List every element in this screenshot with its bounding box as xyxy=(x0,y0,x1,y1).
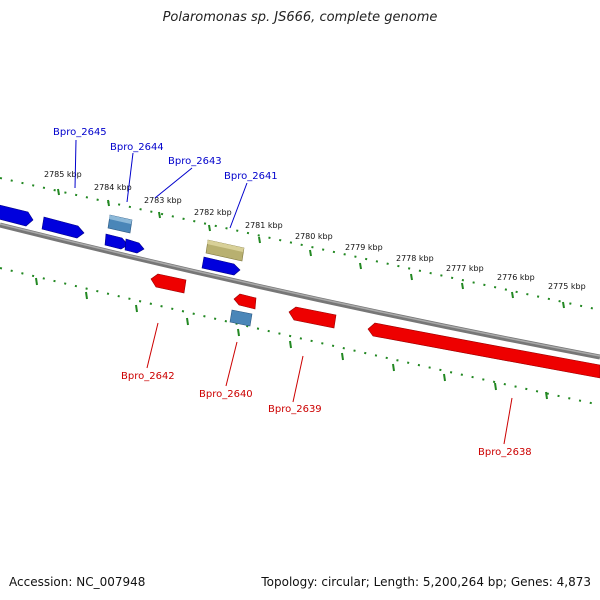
gene-arrow-bpro-2639[interactable] xyxy=(288,306,337,329)
tick-label: 2784 kbp xyxy=(94,183,132,192)
leader-bpro-2642 xyxy=(146,322,159,369)
label-leaders xyxy=(74,139,513,445)
tick-2781 xyxy=(258,236,261,244)
map-title: Polaromonas sp. JS666, complete genome xyxy=(162,10,438,25)
leader-bpro-2638 xyxy=(503,397,513,445)
tick-2780 xyxy=(309,249,312,257)
gene-label-bpro-2638[interactable]: Bpro_2638 xyxy=(478,447,532,458)
gene-arrow-bpro-2643[interactable] xyxy=(124,238,145,254)
lower-tick-track xyxy=(0,267,600,406)
lower-major-ticks xyxy=(35,277,548,400)
tick-label: 2785 kbp xyxy=(44,170,82,179)
tick-mark xyxy=(494,382,497,391)
tick-2777 xyxy=(461,282,464,290)
gene-box-highlight xyxy=(109,215,132,224)
tick-mark xyxy=(186,317,189,326)
tick-label: 2782 kbp xyxy=(194,208,232,217)
gene-arrow-bpro-2640[interactable] xyxy=(233,293,257,310)
tick-2778 xyxy=(410,273,413,281)
tick-label: 2776 kbp xyxy=(497,273,535,282)
tick-mark xyxy=(443,373,446,382)
tick-labels: 2785 kbp 2784 kbp 2783 kbp 2782 kbp 2781… xyxy=(44,170,586,291)
tick-mark xyxy=(289,340,292,349)
leader-bpro-2645 xyxy=(74,139,77,189)
forward-genes xyxy=(0,204,245,276)
tick-mark xyxy=(85,291,88,300)
tick-label: 2780 kbp xyxy=(295,232,333,241)
tick-mark xyxy=(341,352,344,361)
tick-2776 xyxy=(511,291,514,299)
tick-2785 xyxy=(57,188,60,196)
gene-label-bpro-2639[interactable]: Bpro_2639 xyxy=(268,404,322,415)
tick-2775 xyxy=(562,301,565,309)
tick-label: 2783 kbp xyxy=(144,196,182,205)
tick-label: 2781 kbp xyxy=(245,221,283,230)
gene-box-highlight xyxy=(207,240,244,252)
tick-2783 xyxy=(158,211,161,219)
gene-label-bpro-2643[interactable]: Bpro_2643 xyxy=(168,156,222,167)
gene-arrow-bpro-2645[interactable] xyxy=(41,216,85,239)
tick-mark xyxy=(237,328,240,337)
genome-backbone-highlight xyxy=(0,223,600,357)
leader-bpro-2643 xyxy=(154,167,193,199)
leader-bpro-2639 xyxy=(292,355,304,403)
leader-bpro-2641 xyxy=(229,182,248,229)
gene-label-bpro-2641[interactable]: Bpro_2641 xyxy=(224,171,278,182)
tick-2782 xyxy=(208,224,211,232)
tick-label: 2777 kbp xyxy=(446,264,484,273)
gene-label-bpro-2640[interactable]: Bpro_2640 xyxy=(199,389,253,400)
tick-mark xyxy=(545,391,548,400)
gene-box-bpro-2640-other[interactable] xyxy=(229,309,253,327)
reverse-genes xyxy=(150,273,600,379)
genome-backbone xyxy=(0,222,600,360)
leader-bpro-2644 xyxy=(126,152,134,203)
tick-mark xyxy=(135,304,138,313)
gene-label-bpro-2642[interactable]: Bpro_2642 xyxy=(121,371,175,382)
gene-labels: Bpro_2645 Bpro_2644 Bpro_2643 Bpro_2641 … xyxy=(53,127,532,458)
tick-2779 xyxy=(359,262,362,270)
genome-summary-text: Topology: circular; Length: 5,200,264 bp… xyxy=(261,575,591,589)
tick-label: 2775 kbp xyxy=(548,282,586,291)
tick-label: 2778 kbp xyxy=(396,254,434,263)
upper-tick-track xyxy=(0,177,600,311)
gene-label-bpro-2645[interactable]: Bpro_2645 xyxy=(53,127,107,138)
gene-label-bpro-2644[interactable]: Bpro_2644 xyxy=(110,142,164,153)
gene-arrow-bpro-2641[interactable] xyxy=(201,256,241,276)
accession-text: Accession: NC_007948 xyxy=(9,575,146,589)
gene-arrow-bpro-2642[interactable] xyxy=(150,273,187,294)
gene-arrow-forward[interactable] xyxy=(0,204,34,227)
gene-arrow-bpro-2644[interactable] xyxy=(104,233,129,250)
tick-mark xyxy=(35,277,38,286)
leader-bpro-2640 xyxy=(225,341,238,387)
tick-label: 2779 kbp xyxy=(345,243,383,252)
tick-2784 xyxy=(107,199,110,207)
tick-mark xyxy=(392,363,395,372)
upper-major-ticks xyxy=(57,188,565,309)
